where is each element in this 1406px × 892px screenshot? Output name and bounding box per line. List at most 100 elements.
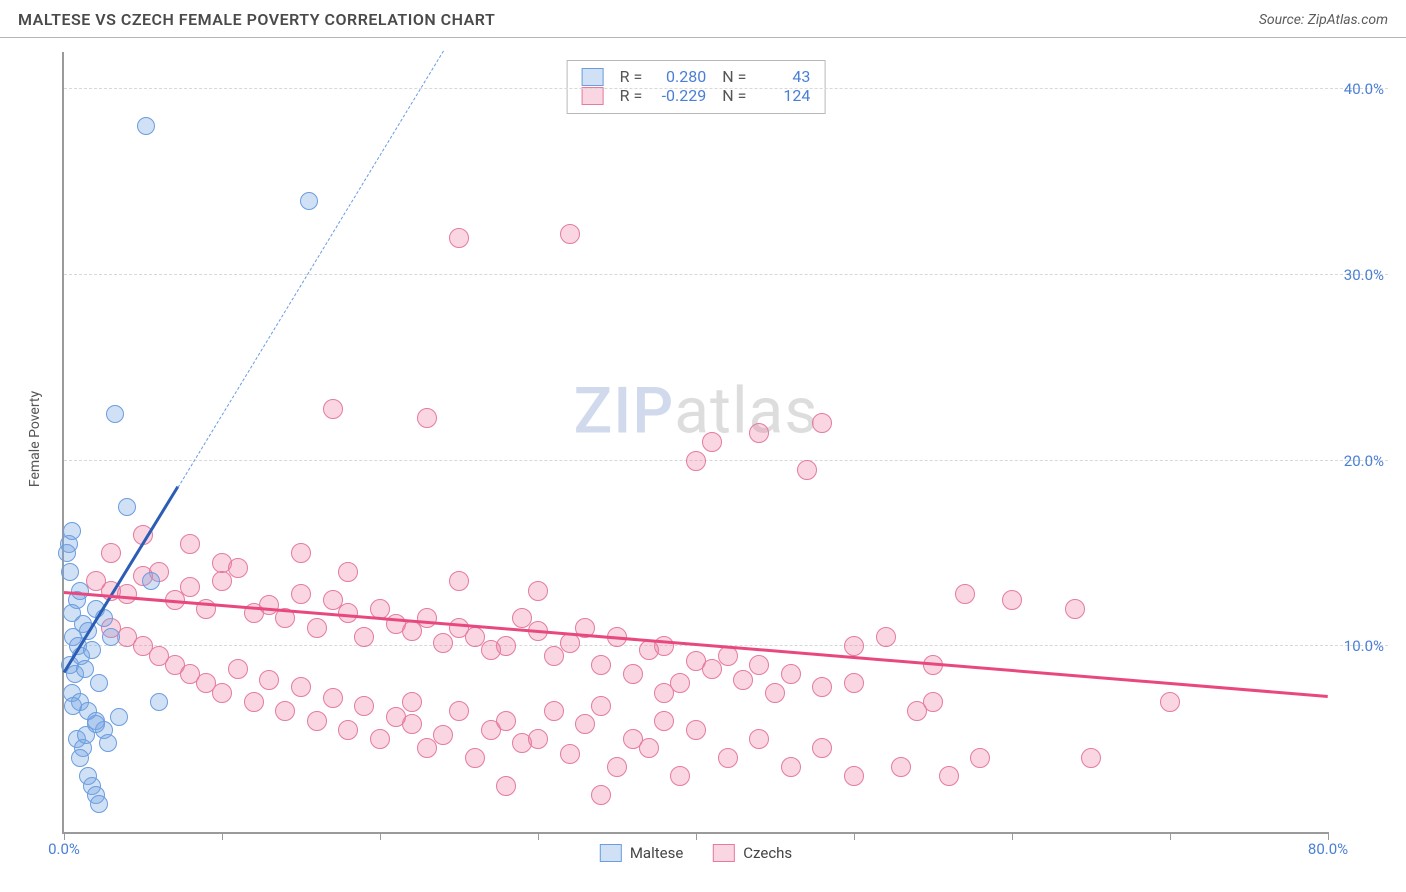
data-point-czechs: [844, 636, 864, 656]
data-point-czechs: [1081, 748, 1101, 768]
data-point-maltese: [83, 641, 101, 659]
trendline-maltese-ext: [177, 51, 443, 488]
swatch-maltese: [600, 844, 622, 862]
x-tick-label: 0.0%: [48, 840, 80, 858]
x-tick: [380, 832, 381, 840]
data-point-maltese: [90, 674, 108, 692]
swatch-czechs: [713, 844, 735, 862]
data-point-czechs: [307, 618, 327, 638]
data-point-czechs: [496, 711, 516, 731]
watermark-zip: ZIP: [574, 373, 675, 448]
data-point-czechs: [323, 399, 343, 419]
data-point-czechs: [323, 688, 343, 708]
legend-item-maltese: Maltese: [600, 844, 683, 862]
data-point-czechs: [607, 757, 627, 777]
legend-label-maltese: Maltese: [630, 844, 683, 862]
data-point-maltese: [71, 582, 89, 600]
x-tick-label: 80.0%: [1308, 840, 1348, 858]
data-point-czechs: [765, 683, 785, 703]
stats-legend: R = 0.280 N = 43 R = -0.229 N = 124: [567, 60, 826, 114]
data-point-czechs: [955, 584, 975, 604]
data-point-maltese: [150, 693, 168, 711]
data-point-czechs: [117, 584, 137, 604]
data-point-czechs: [812, 677, 832, 697]
y-tick-label: 30.0%: [1344, 266, 1384, 284]
chart-area: Female Poverty ZIPatlas R = 0.280 N = 43…: [18, 44, 1388, 874]
x-tick: [696, 832, 697, 840]
swatch-maltese: [582, 68, 604, 86]
data-point-czechs: [402, 714, 422, 734]
data-point-czechs: [575, 714, 595, 734]
chart-header: MALTESE VS CZECH FEMALE POVERTY CORRELAT…: [0, 0, 1406, 38]
data-point-czechs: [733, 670, 753, 690]
data-point-czechs: [749, 655, 769, 675]
legend-item-czechs: Czechs: [713, 844, 792, 862]
x-tick: [1012, 832, 1013, 840]
watermark-atlas: atlas: [674, 373, 818, 448]
bottom-legend: Maltese Czechs: [600, 844, 792, 862]
data-point-czechs: [844, 766, 864, 786]
data-point-maltese: [77, 726, 95, 744]
data-point-czechs: [307, 711, 327, 731]
data-point-czechs: [923, 692, 943, 712]
stats-row-maltese: R = 0.280 N = 43: [582, 67, 811, 86]
x-tick: [222, 832, 223, 840]
y-axis-label-wrap: Female Poverty: [18, 44, 52, 834]
data-point-czechs: [402, 692, 422, 712]
data-point-czechs: [654, 711, 674, 731]
data-point-maltese: [99, 734, 117, 752]
chart-source: Source: ZipAtlas.com: [1259, 12, 1388, 28]
x-tick: [1170, 832, 1171, 840]
data-point-czechs: [180, 534, 200, 554]
data-point-maltese: [90, 795, 108, 813]
data-point-czechs: [623, 664, 643, 684]
data-point-czechs: [560, 744, 580, 764]
data-point-czechs: [449, 228, 469, 248]
data-point-czechs: [797, 460, 817, 480]
data-point-czechs: [528, 729, 548, 749]
data-point-czechs: [970, 748, 990, 768]
data-point-czechs: [528, 581, 548, 601]
data-point-czechs: [686, 451, 706, 471]
data-point-czechs: [844, 673, 864, 693]
data-point-maltese: [76, 660, 94, 678]
data-point-czechs: [591, 785, 611, 805]
data-point-czechs: [496, 636, 516, 656]
data-point-czechs: [417, 408, 437, 428]
watermark: ZIPatlas: [574, 373, 819, 448]
data-point-czechs: [654, 683, 674, 703]
data-point-czechs: [291, 584, 311, 604]
y-tick-label: 10.0%: [1344, 637, 1384, 655]
data-point-czechs: [718, 748, 738, 768]
data-point-maltese: [142, 572, 160, 590]
y-tick-label: 40.0%: [1344, 80, 1384, 98]
data-point-maltese: [63, 522, 81, 540]
data-point-maltese: [61, 563, 79, 581]
data-point-czechs: [228, 659, 248, 679]
chart-title: MALTESE VS CZECH FEMALE POVERTY CORRELAT…: [18, 10, 495, 29]
data-point-czechs: [891, 757, 911, 777]
data-point-czechs: [544, 701, 564, 721]
x-tick: [1328, 832, 1329, 840]
data-point-czechs: [101, 543, 121, 563]
data-point-czechs: [1002, 590, 1022, 610]
data-point-czechs: [702, 432, 722, 452]
data-point-czechs: [244, 692, 264, 712]
maltese-n-value: 43: [756, 67, 810, 86]
data-point-czechs: [449, 571, 469, 591]
x-tick: [854, 832, 855, 840]
data-point-czechs: [812, 413, 832, 433]
data-point-czechs: [275, 701, 295, 721]
data-point-czechs: [370, 729, 390, 749]
data-point-czechs: [1065, 599, 1085, 619]
data-point-maltese: [102, 628, 120, 646]
data-point-czechs: [259, 670, 279, 690]
data-point-czechs: [338, 562, 358, 582]
data-point-czechs: [812, 738, 832, 758]
swatch-czechs: [582, 87, 604, 105]
gridline-h: [64, 460, 1388, 461]
data-point-maltese: [137, 117, 155, 135]
gridline-h: [64, 88, 1388, 89]
data-point-czechs: [749, 423, 769, 443]
data-point-czechs: [670, 766, 690, 786]
